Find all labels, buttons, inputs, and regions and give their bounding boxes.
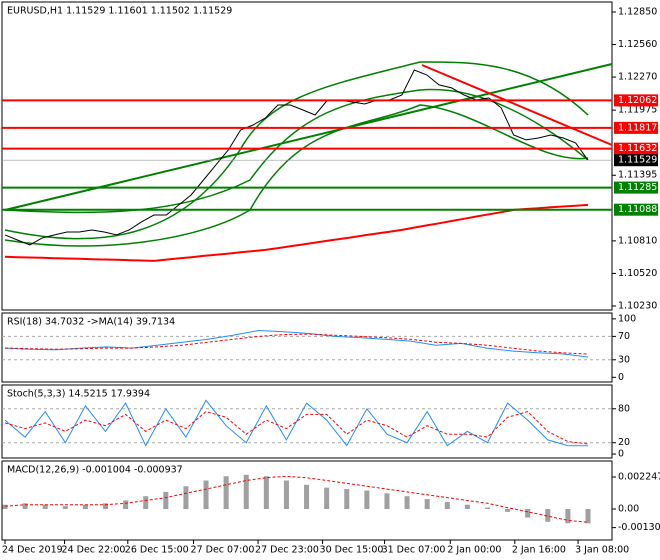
- macd-bar: [324, 487, 330, 510]
- y-tick-label: 1.12850: [618, 6, 657, 17]
- level-label: 1.11632: [618, 143, 657, 154]
- y-tick-label: 30: [618, 354, 630, 365]
- macd-bar: [203, 480, 209, 510]
- x-tick-label: 27 Dec 23:00: [255, 545, 319, 556]
- macd-bar: [344, 489, 350, 510]
- y-tick-label: 1.12270: [618, 72, 657, 83]
- last-price-label: 1.11529: [618, 155, 657, 166]
- y-tick-label: 20: [618, 437, 630, 448]
- macd-bar: [143, 496, 149, 510]
- level-label: 1.11817: [618, 122, 657, 133]
- level-label: 1.11088: [618, 204, 657, 215]
- macd-bar: [384, 493, 390, 510]
- series-line: [4, 333, 589, 355]
- level-label-box: [614, 181, 658, 194]
- macd-bar: [565, 509, 571, 524]
- panel-title: RSI(18) 34.7032 ->MA(14) 39.7134: [7, 317, 175, 328]
- panel-title: MACD(12,26,9) -0.001004 -0.000937: [7, 465, 183, 476]
- macd-bar: [82, 504, 88, 510]
- level-label-box: [614, 203, 658, 216]
- macd-bar: [505, 509, 511, 512]
- x-tick-label: 26 Dec 15:00: [125, 545, 189, 556]
- x-tick-label: 2 Jan 00:00: [447, 545, 501, 556]
- macd-bar: [525, 509, 531, 518]
- macd-bar: [62, 506, 68, 510]
- panel-frame: [1, 384, 613, 459]
- band-lower: [4, 104, 589, 247]
- band-upper: [4, 61, 589, 240]
- last-price-box: [614, 154, 658, 167]
- macd-bar: [424, 499, 430, 510]
- x-tick-label: 30 Dec 15:00: [320, 545, 384, 556]
- x-tick-label: 2 Jan 16:00: [512, 545, 566, 556]
- y-tick-label: 1.10810: [618, 235, 657, 246]
- series-line: [4, 329, 589, 358]
- series-line: [4, 399, 589, 447]
- macd-bar: [444, 501, 450, 510]
- panel-frame: [1, 1, 613, 311]
- x-tick-label: 3 Jan 08:00: [575, 545, 629, 556]
- macd-bar: [2, 504, 8, 510]
- level-label: 1.12062: [618, 95, 657, 106]
- macd-bar: [123, 500, 129, 510]
- macd-bar: [163, 491, 169, 510]
- macd-bar: [464, 504, 470, 510]
- macd-bar: [103, 503, 109, 510]
- y-tick-label: 1.12560: [618, 39, 657, 50]
- y-tick-label: 0: [618, 372, 624, 383]
- macd-bar: [283, 480, 289, 510]
- macd-bar: [304, 484, 310, 510]
- y-tick-label: 1.10520: [618, 268, 657, 279]
- y-tick-label: 80: [618, 403, 630, 414]
- y-tick-label: 1.11975: [618, 105, 657, 116]
- level-label: 1.11285: [618, 182, 657, 193]
- macd-bar: [364, 490, 370, 510]
- panel-title: Stoch(5,3,3) 14.5215 17.9394: [7, 389, 150, 400]
- macd-bar: [404, 496, 410, 510]
- x-tick-label: 24 Dec 22:00: [62, 545, 126, 556]
- y-tick-label: 0: [618, 449, 624, 460]
- x-tick-label: 24 Dec 2019: [2, 545, 63, 556]
- macd-bar: [243, 474, 249, 510]
- series-line: [4, 475, 589, 523]
- y-tick-label: 1.10230: [618, 300, 657, 311]
- macd-bar: [183, 486, 189, 510]
- macd-bar: [545, 509, 551, 522]
- y-tick-label: -0.001308: [618, 522, 660, 533]
- trend-line-down: [421, 64, 613, 146]
- y-tick-label: 70: [618, 331, 630, 342]
- series-line: [4, 203, 589, 262]
- y-tick-label: 100: [618, 313, 636, 324]
- y-tick-label: 0.00: [618, 504, 639, 515]
- x-tick-label: 31 Dec 07:00: [382, 545, 446, 556]
- x-tick-label: 27 Dec 07:00: [191, 545, 255, 556]
- macd-bar: [22, 503, 28, 510]
- macd-bar: [223, 476, 229, 510]
- y-tick-label: 0.002247: [618, 472, 660, 483]
- level-label-box: [614, 94, 658, 107]
- macd-bar: [42, 504, 48, 510]
- y-tick-label: 1.11395: [618, 170, 657, 181]
- macd-bar: [585, 509, 591, 524]
- trend-line-up: [4, 63, 613, 211]
- macd-bar: [484, 507, 490, 510]
- panel-title: EURUSD,H1 1.11529 1.11601 1.11502 1.1152…: [7, 6, 232, 17]
- indicator-overlays: [4, 61, 613, 247]
- macd-bar: [263, 476, 269, 510]
- level-label-box: [614, 142, 658, 155]
- level-label-box: [614, 121, 658, 134]
